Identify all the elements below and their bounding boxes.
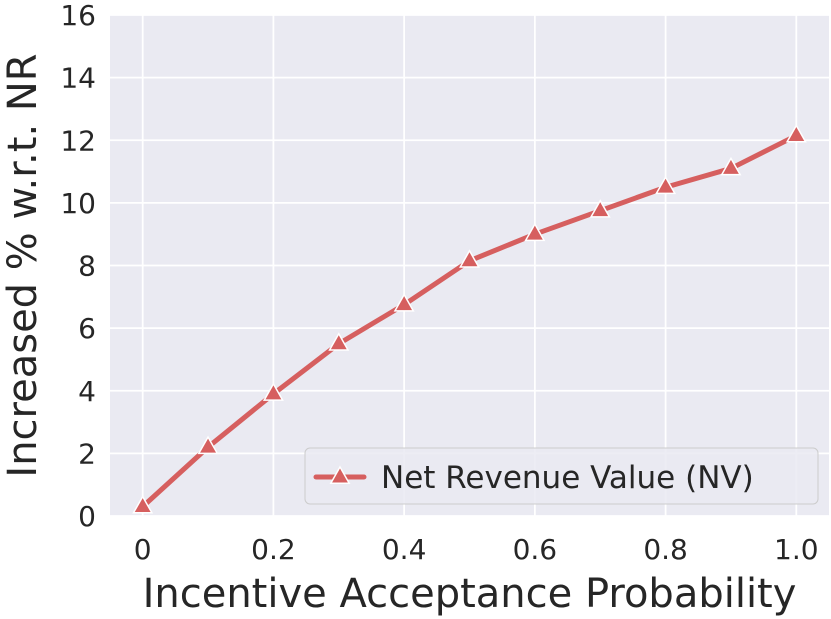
x-tick-label: 0	[134, 533, 152, 566]
data-point	[655, 175, 677, 195]
legend-triangle-marker	[329, 465, 351, 484]
y-tick-label: 12	[60, 124, 96, 157]
legend-box	[304, 447, 819, 505]
data-point	[524, 222, 546, 242]
y-tick-label: 2	[78, 437, 96, 470]
x-tick-label: 1.0	[774, 533, 819, 566]
y-tick-label: 6	[78, 312, 96, 345]
y-axis-ticks: 0 2 4 6 8 10 12 14 16	[60, 0, 96, 533]
x-axis-ticks: 0 0.2 0.4 0.6 0.8 1.0	[134, 533, 819, 566]
y-tick-label: 0	[78, 500, 96, 533]
data-point	[393, 293, 415, 312]
x-tick-label: 0.4	[382, 533, 427, 566]
x-tick-label: 0.2	[251, 533, 296, 566]
data-point	[785, 124, 807, 143]
legend-label: Net Revenue Value (NV)	[381, 460, 754, 496]
legend: Net Revenue Value (NV)	[304, 447, 819, 505]
series-layer	[132, 124, 807, 514]
data-point	[132, 495, 154, 514]
x-tick-label: 0.6	[513, 533, 558, 566]
y-tick-label: 10	[60, 187, 96, 220]
data-point	[459, 249, 480, 268]
y-tick-label: 8	[78, 250, 96, 283]
y-axis-label: Increased % w.r.t. NR	[0, 53, 46, 477]
x-tick-label: 0.8	[643, 533, 688, 566]
data-point	[328, 332, 350, 351]
y-tick-label: 16	[60, 0, 96, 32]
data-point	[720, 156, 742, 176]
data-point	[262, 382, 284, 401]
x-axis-label: Incentive Acceptance Probability	[143, 571, 797, 617]
y-tick-label: 14	[60, 62, 96, 95]
y-tick-label: 4	[78, 375, 96, 408]
data-point	[589, 199, 611, 218]
data-point	[197, 435, 219, 455]
